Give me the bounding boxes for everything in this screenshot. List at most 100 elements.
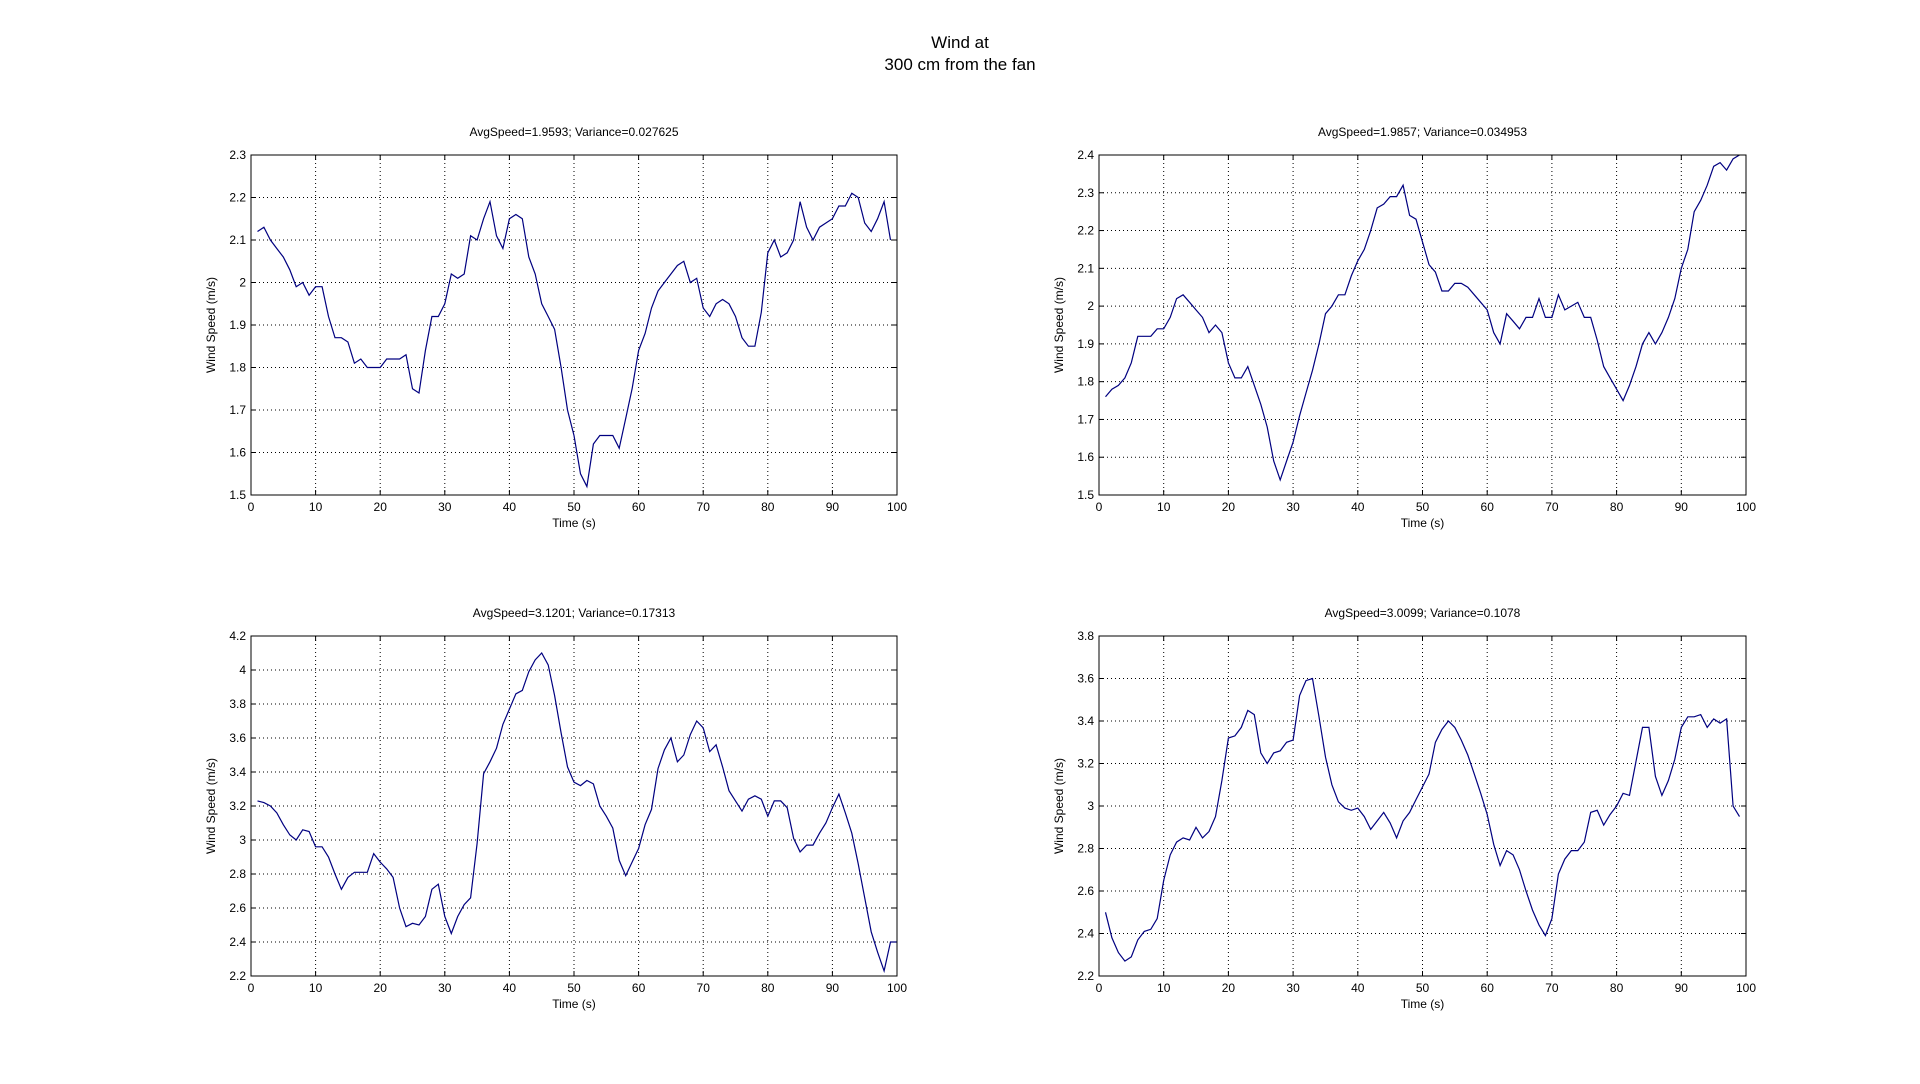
- y-tick-label: 2: [239, 276, 246, 290]
- subplot-4: 0 10 20 30 40 50 60 70 80 90 100 2.2 2.4 2.6 2.8 3 3.2 3.…: [1052, 606, 1756, 1011]
- subplot-title: AvgSpeed=3.1201; Variance=0.17313: [473, 606, 676, 620]
- subplot-title: AvgSpeed=1.9857; Variance=0.034953: [1318, 125, 1527, 139]
- y-axis-label: Wind Speed (m/s): [204, 758, 218, 854]
- y-tick-label: 3.8: [1077, 629, 1094, 643]
- x-tick-label: 50: [567, 500, 581, 514]
- x-tick-label: 40: [1351, 981, 1365, 995]
- x-tick-label: 10: [309, 981, 323, 995]
- y-tick-label: 1.9: [229, 318, 246, 332]
- wind-speed-line: [257, 192, 892, 489]
- y-tick-label: 2.4: [1077, 148, 1094, 162]
- y-tick-label: 1.6: [229, 446, 246, 460]
- x-tick-label: 80: [761, 981, 775, 995]
- x-tick-label: 50: [1416, 500, 1430, 514]
- y-tick-label: 2.2: [229, 191, 246, 205]
- x-tick-label: 60: [632, 500, 646, 514]
- x-tick-label: 100: [1736, 500, 1756, 514]
- x-axis-label: Time (s): [1401, 516, 1445, 530]
- x-tick-label: 90: [1675, 981, 1689, 995]
- x-tick-label: 80: [1610, 500, 1624, 514]
- y-tick-label: 1.7: [1077, 412, 1094, 426]
- x-tick-label: 70: [1545, 981, 1559, 995]
- x-tick-label: 60: [1481, 500, 1495, 514]
- y-tick-label: 2.3: [1077, 186, 1094, 200]
- x-tick-label: 20: [374, 981, 388, 995]
- x-tick-label: 40: [503, 500, 517, 514]
- x-tick-label: 10: [309, 500, 323, 514]
- axes-frame: [1098, 154, 1747, 496]
- y-tick-label: 2.4: [1077, 927, 1094, 941]
- x-tick-label: 60: [1481, 981, 1495, 995]
- x-tick-label: 90: [1675, 500, 1689, 514]
- y-tick-label: 2.8: [1077, 842, 1094, 856]
- subplot-title: AvgSpeed=1.9593; Variance=0.027625: [469, 125, 678, 139]
- y-tick-label: 2: [1087, 299, 1094, 313]
- x-tick-label: 100: [887, 500, 907, 514]
- x-tick-label: 10: [1157, 981, 1171, 995]
- x-tick-label: 50: [1416, 981, 1430, 995]
- y-tick-label: 1.5: [1077, 488, 1094, 502]
- wind-speed-line: [1104, 677, 1741, 962]
- y-tick-label: 1.5: [229, 488, 246, 502]
- x-tick-label: 30: [1286, 500, 1300, 514]
- x-tick-label: 100: [887, 981, 907, 995]
- x-tick-label: 20: [1222, 500, 1236, 514]
- y-tick-label: 3.2: [1077, 757, 1094, 771]
- x-tick-label: 70: [697, 981, 711, 995]
- axes-frame: [1098, 635, 1747, 977]
- subplot-3: 0 10 20 30 40 50 60 70 80 90 100 2.2 2.4 2.6 2.8 3 3.2 3.…: [204, 606, 907, 1011]
- x-tick-label: 60: [632, 981, 646, 995]
- y-tick-label: 1.9: [1077, 337, 1094, 351]
- wind-speed-line: [1105, 154, 1740, 482]
- y-axis-label: Wind Speed (m/s): [1052, 758, 1066, 854]
- y-tick-label: 4.2: [229, 629, 246, 643]
- y-axis-label: Wind Speed (m/s): [1052, 277, 1066, 373]
- x-axis-label: Time (s): [552, 997, 596, 1011]
- axes-frame: [250, 154, 898, 496]
- x-tick-label: 0: [1096, 500, 1103, 514]
- x-tick-label: 50: [567, 981, 581, 995]
- y-tick-label: 1.8: [229, 361, 246, 375]
- y-tick-label: 2.8: [229, 867, 246, 881]
- x-tick-label: 30: [438, 981, 452, 995]
- y-tick-label: 1.6: [1077, 450, 1094, 464]
- subplot-2: 0 10 20 30 40 50 60 70 80 90 100 1.5 1.6 1.7 1.8 1.9 2 2.…: [1052, 125, 1756, 530]
- x-tick-label: 30: [1286, 981, 1300, 995]
- subplot-title: AvgSpeed=3.0099; Variance=0.1078: [1325, 606, 1521, 620]
- x-tick-label: 0: [248, 500, 255, 514]
- y-tick-label: 2.2: [229, 969, 246, 983]
- y-tick-label: 3: [239, 833, 246, 847]
- wind-speed-line: [257, 651, 897, 974]
- y-tick-label: 3.4: [1077, 714, 1094, 728]
- y-tick-label: 3.8: [229, 697, 246, 711]
- x-tick-label: 90: [826, 981, 840, 995]
- y-tick-label: 2.1: [1077, 261, 1094, 275]
- y-tick-label: 2.6: [229, 901, 246, 915]
- x-tick-label: 40: [1351, 500, 1365, 514]
- x-tick-label: 20: [374, 500, 388, 514]
- y-tick-label: 2.2: [1077, 224, 1094, 238]
- y-tick-label: 3.6: [229, 731, 246, 745]
- x-tick-label: 90: [826, 500, 840, 514]
- y-tick-label: 4: [239, 663, 246, 677]
- y-axis-label: Wind Speed (m/s): [204, 277, 218, 373]
- x-tick-label: 10: [1157, 500, 1171, 514]
- y-tick-label: 3: [1087, 799, 1094, 813]
- figure-title: Wind at 300 cm from the fan: [0, 32, 1920, 76]
- x-axis-label: Time (s): [552, 516, 596, 530]
- y-tick-label: 2.3: [229, 148, 246, 162]
- y-tick-label: 3.6: [1077, 672, 1094, 686]
- subplot-1: 0 10 20 30 40 50 60 70 80 90 100 1.5 1.6 1.7 1.8 1.9 2 2.…: [204, 125, 907, 530]
- y-tick-label: 2.2: [1077, 969, 1094, 983]
- x-tick-label: 100: [1736, 981, 1756, 995]
- axes-frame: [250, 635, 898, 977]
- x-tick-label: 20: [1222, 981, 1236, 995]
- y-tick-label: 2.4: [229, 935, 246, 949]
- x-tick-label: 70: [1545, 500, 1559, 514]
- y-tick-label: 2.1: [229, 233, 246, 247]
- x-tick-label: 0: [248, 981, 255, 995]
- y-tick-label: 1.7: [229, 403, 246, 417]
- figure-title-line-2: 300 cm from the fan: [884, 55, 1036, 74]
- figure-title-line-1: Wind at: [931, 33, 989, 52]
